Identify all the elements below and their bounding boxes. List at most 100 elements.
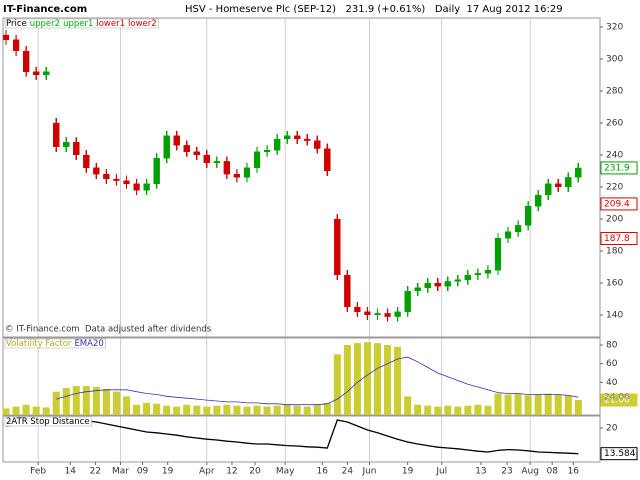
x-tick-label: 24 [342, 467, 354, 477]
candle-body [23, 50, 30, 72]
y-tick-label: 80 [606, 341, 618, 351]
candle-body [324, 148, 331, 171]
bar [524, 395, 532, 415]
bar [454, 406, 462, 415]
candle-body [83, 154, 90, 168]
y-tick-label: 60 [606, 359, 618, 369]
y-tick-label: 220 [606, 182, 623, 192]
candle-body [565, 177, 572, 187]
candle-body [213, 161, 220, 163]
bar [133, 404, 141, 415]
bar [404, 396, 412, 415]
x-tick-label: Jul [435, 467, 447, 477]
bar [153, 403, 161, 415]
bar [323, 402, 331, 415]
y-tick-label: 140 [606, 310, 623, 320]
bar [514, 393, 522, 415]
x-tick-label: Jun [361, 467, 376, 477]
bar [394, 346, 402, 415]
candle-body [464, 274, 471, 280]
candle-body [53, 122, 60, 147]
y-tick-label: 20 [606, 424, 618, 434]
bar [253, 405, 261, 415]
chart-title: HSV - Homeserve Plc (SEP-12) 231.9 (+0.6… [185, 4, 563, 15]
legend-entry: lower2 [128, 19, 157, 29]
bar [494, 393, 502, 415]
x-tick-label: 16 [317, 467, 329, 477]
brand: IT-Finance.com [3, 4, 87, 15]
bar [2, 408, 10, 415]
y-tick-label: 180 [606, 246, 623, 256]
panel-frame [2, 17, 601, 338]
candle-body [233, 174, 240, 178]
candle-body [203, 154, 210, 163]
candle-body [113, 178, 120, 181]
candle-body [223, 161, 230, 175]
x-tick-label: 16 [568, 467, 580, 477]
legend-box [4, 416, 92, 427]
x-tick-label: 09 [137, 467, 149, 477]
x-tick-label: 22 [90, 467, 101, 477]
legend-entry: lower1 [96, 19, 125, 29]
bar [424, 405, 432, 415]
bar [333, 354, 341, 415]
candle-body [294, 135, 301, 139]
candle-body [354, 306, 361, 312]
candle-body [163, 135, 170, 159]
bar [353, 343, 361, 415]
candle-body [555, 183, 562, 187]
candle-body [103, 174, 110, 179]
bar [293, 405, 301, 415]
candle-body [264, 150, 271, 152]
candle-body [153, 158, 160, 184]
bar [343, 345, 351, 415]
candle-body [133, 183, 140, 191]
candle-body [13, 39, 20, 51]
bar [102, 388, 110, 415]
bar [384, 345, 392, 415]
bar [122, 396, 131, 415]
candle-body [525, 206, 532, 226]
legend-entry: Price [6, 19, 27, 29]
candle-body [494, 238, 502, 271]
candle-body [575, 167, 582, 178]
x-tick-label: 14 [65, 467, 77, 477]
bar [183, 404, 191, 415]
bar [444, 405, 452, 415]
x-tick-label: 23 [501, 467, 512, 477]
bar [544, 393, 552, 415]
bar [464, 405, 472, 415]
candle-body [414, 287, 421, 291]
candle-body [43, 71, 50, 75]
bar [363, 342, 371, 415]
bar [163, 405, 171, 415]
bar [263, 406, 271, 415]
candle-body [364, 311, 371, 315]
candle-body [454, 279, 461, 282]
bar [32, 406, 40, 415]
candle-body [3, 34, 10, 40]
x-tick-label: May [276, 467, 295, 477]
value-box [600, 393, 638, 407]
x-tick-label: 08 [546, 467, 558, 477]
value-box [600, 447, 638, 461]
panel-frame [2, 337, 601, 416]
candle-body [484, 270, 491, 274]
candle-body [344, 274, 351, 307]
candle-body [535, 194, 542, 207]
y-tick-label: 320 [606, 22, 623, 32]
bar [534, 394, 542, 415]
y-tick-label: 40 [606, 378, 618, 388]
candle-body [394, 311, 401, 317]
bar [574, 400, 582, 415]
bar [554, 394, 562, 415]
x-tick-label: Feb [30, 467, 46, 477]
candle-body [123, 180, 130, 184]
bar [42, 407, 50, 415]
x-tick-label: Aug [521, 467, 539, 477]
series-line [5, 418, 579, 455]
bar [82, 386, 90, 415]
bar [564, 395, 572, 415]
x-tick-label: 13 [475, 467, 486, 477]
